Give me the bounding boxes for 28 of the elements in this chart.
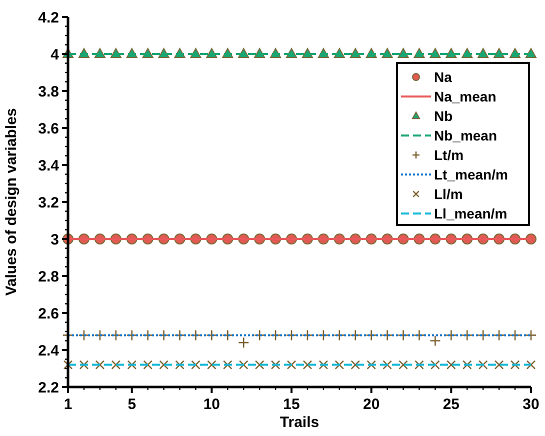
y-tick-label: 2.6: [38, 305, 59, 322]
legend-label: Ll_mean/m: [434, 205, 508, 222]
x-tick-label: 20: [363, 396, 380, 413]
x-tick-label: 30: [522, 396, 540, 413]
y-tick-label: 3.4: [38, 157, 60, 174]
y-tick-label: 2.2: [38, 379, 59, 396]
y-tick-label: 3.8: [38, 83, 59, 100]
legend-label: Lt/m: [434, 146, 464, 163]
x-tick-label: 25: [442, 396, 460, 413]
y-tick-label: 2.4: [38, 342, 60, 360]
y-tick-label: 2.8: [38, 268, 59, 286]
legend-label: Lt_mean/m: [434, 166, 508, 182]
x-axis-title: Trails: [280, 414, 320, 431]
y-tick-label: 4.2: [38, 9, 59, 26]
x-tick-label: 5: [128, 396, 136, 413]
y-axis-title: Values of design variables: [3, 108, 20, 296]
x-tick-label: 10: [203, 396, 220, 413]
y-tick-label: 4: [50, 46, 60, 64]
y-tick-label: 3.6: [38, 120, 59, 138]
legend-label: Na: [434, 68, 452, 85]
y-tick-label: 3.2: [38, 194, 59, 212]
legend-label: Nb: [434, 108, 453, 124]
legend-label: Ll/m: [434, 186, 463, 202]
legend-label: Nb_mean: [434, 127, 498, 144]
legend-label: Na_mean: [434, 88, 496, 104]
y-tick-label: 3: [50, 231, 59, 248]
x-tick-label: 15: [283, 396, 300, 413]
x-tick-label: 1: [64, 396, 72, 413]
